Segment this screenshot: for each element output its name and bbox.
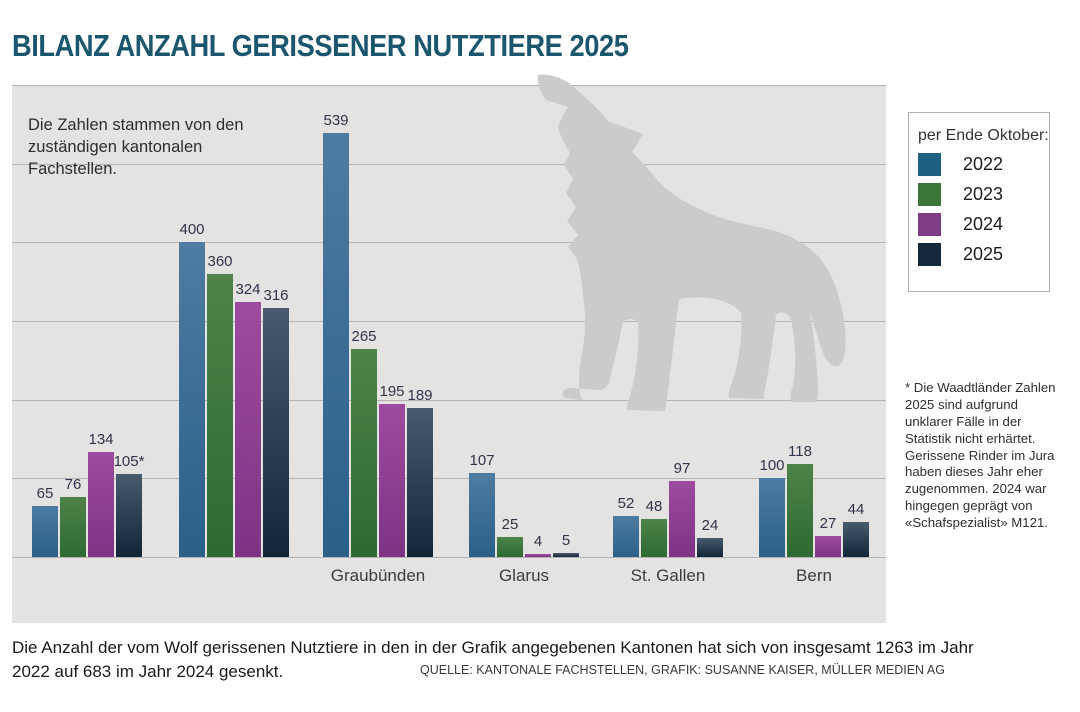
value-label: 134 <box>88 431 114 448</box>
bar-2022-group6 <box>759 478 785 557</box>
bar-2025-group4 <box>553 553 579 557</box>
legend-year-label: 2025 <box>963 244 1004 264</box>
value-label: 48 <box>645 498 663 515</box>
value-label: 100 <box>759 457 785 474</box>
value-label: 52 <box>617 495 635 512</box>
value-label: 265 <box>351 328 377 345</box>
gridline-600 <box>12 85 886 86</box>
value-label: 4 <box>533 533 543 550</box>
value-label: 195 <box>379 383 405 400</box>
legend-swatch-2024 <box>918 213 941 236</box>
wolf-silhouette-icon <box>537 74 846 411</box>
value-label: 189 <box>407 387 433 404</box>
category-label-bern: Bern <box>796 566 832 585</box>
footnote: * Die Waadtländer Zahlen 2025 sind aufgr… <box>905 380 1056 531</box>
legend-rows: 2022 2023 2024 2025 <box>918 153 1049 266</box>
value-label: 5 <box>561 532 571 549</box>
caption: Die Anzahl der vom Wolf gerissenen Nutzt… <box>12 636 1022 684</box>
value-label: 25 <box>501 516 519 533</box>
bar-2022-group4 <box>469 473 495 557</box>
gridline-400 <box>12 242 886 244</box>
legend-title: per Ende Oktober: <box>918 127 1049 144</box>
legend-swatch-2025 <box>918 243 941 266</box>
page-title: BILANZ ANZAHL GERISSENER NUTZTIERE 2025 <box>12 28 629 63</box>
value-label: 24 <box>701 517 719 534</box>
bar-2025-group2 <box>263 308 289 557</box>
legend-year-label: 2024 <box>963 214 1004 234</box>
legend-item-2022: 2022 <box>918 153 1049 176</box>
bar-2023-group5 <box>641 519 667 557</box>
value-label: 27 <box>819 515 837 532</box>
bar-2022-group2 <box>179 242 205 557</box>
bar-2022-group5 <box>613 516 639 557</box>
bar-2024-group3 <box>379 404 405 557</box>
caption-line-2: 2022 auf 683 im Jahr 2024 gesenkt. <box>12 662 284 682</box>
legend-year-label: 2023 <box>963 184 1004 204</box>
value-label: 107 <box>469 452 495 469</box>
bar-2023-group4 <box>497 537 523 557</box>
category-label-graub-nden: Graubünden <box>330 566 426 585</box>
value-label: 400 <box>179 221 205 238</box>
value-label: 360 <box>207 253 233 270</box>
value-label: 76 <box>64 476 82 493</box>
legend-item-2023: 2023 <box>918 183 1049 206</box>
bar-2025-group6 <box>843 522 869 557</box>
value-label: 316 <box>263 287 289 304</box>
bar-2024-group6 <box>815 536 841 557</box>
gridline-300 <box>12 321 886 322</box>
value-label: 65 <box>36 485 54 502</box>
gridline-100 <box>12 478 886 480</box>
bar-2024-group5 <box>669 481 695 557</box>
bar-2023-group2 <box>207 274 233 557</box>
intro-note: Die Zahlen stammen von den zuständigen k… <box>28 116 244 178</box>
category-label-st-gallen: St. Gallen <box>630 566 706 585</box>
value-label: 324 <box>235 281 261 298</box>
gridline-500 <box>12 163 886 165</box>
legend-item-2024: 2024 <box>918 213 1049 236</box>
bar-2022-group1 <box>32 506 58 557</box>
value-label: 539 <box>323 112 349 129</box>
bar-2025-group3 <box>407 408 433 557</box>
value-label: 97 <box>673 460 691 477</box>
legend: per Ende Oktober: 2022 2023 2024 2025 <box>908 112 1050 292</box>
legend-year-label: 2022 <box>963 154 1004 174</box>
bar-2023-group3 <box>351 349 377 557</box>
bar-2023-group6 <box>787 464 813 557</box>
source-credit: QUELLE: KANTONALE FACHSTELLEN, GRAFIK: S… <box>420 663 945 677</box>
legend-swatch-2023 <box>918 183 941 206</box>
value-label: 44 <box>847 501 865 518</box>
caption-line-1: Die Anzahl der vom Wolf gerissenen Nutzt… <box>12 638 974 657</box>
value-label: 118 <box>788 443 812 460</box>
legend-swatch-2022 <box>918 153 941 176</box>
bar-2025-group5 <box>697 538 723 557</box>
bar-2024-group4 <box>525 554 551 557</box>
category-label-glarus: Glarus <box>498 566 550 585</box>
bar-2024-group2 <box>235 302 261 557</box>
legend-item-2025: 2025 <box>918 243 1049 266</box>
gridline-0 <box>12 557 886 558</box>
bar-2022-group3 <box>323 133 349 557</box>
value-label: 105* <box>113 453 145 470</box>
bar-2024-group1 <box>88 452 114 557</box>
bar-2025-group1 <box>116 474 142 557</box>
gridline-200 <box>12 399 886 401</box>
chart-panel: 65 76 134 105* 400 360 324 316 539 265 195 189 Graub… <box>12 74 886 623</box>
bar-2023-group1 <box>60 497 86 557</box>
